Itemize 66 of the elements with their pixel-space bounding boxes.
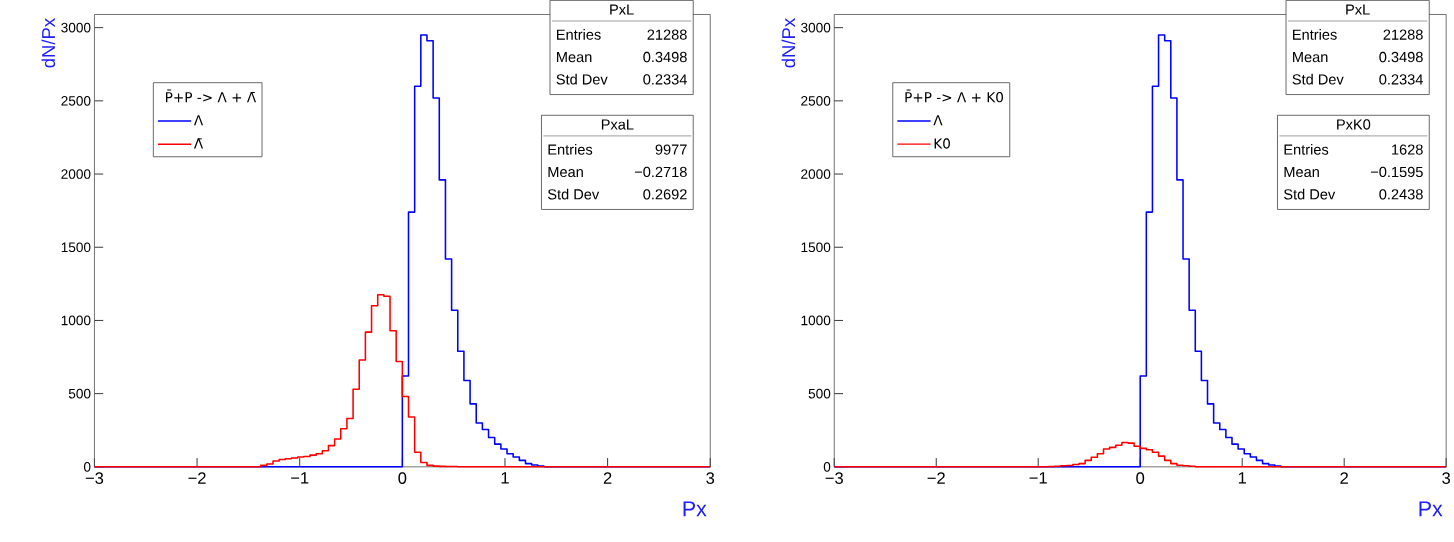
x-tick-label: −1 [1029, 472, 1047, 484]
y-tick-label: 2000 [61, 169, 91, 180]
annotation: 21288 [647, 29, 687, 41]
y-tick-label: 2000 [801, 169, 831, 180]
x-tick-label: −1 [291, 472, 309, 484]
y-tick-label: 500 [68, 389, 91, 399]
annotation: Std Dev [1283, 189, 1336, 200]
legend-label: Λ [193, 115, 204, 126]
legend-title: P̄+P -> Λ + Λ̄ [166, 89, 257, 103]
x-tick-label: 2 [1340, 472, 1348, 485]
y-tick-label: 1500 [801, 242, 831, 253]
x-tick-label: −2 [927, 472, 945, 485]
annotation: Std Dev [1292, 74, 1344, 85]
legend-label: Λ [933, 115, 943, 126]
legend-label: K0 [934, 138, 950, 149]
x-tick-label: 2 [603, 472, 612, 485]
annotation: Mean [548, 167, 583, 178]
y-tick-label: 3000 [61, 23, 91, 33]
annotation: 0.2334 [1379, 74, 1423, 85]
annotation: PxaL [601, 119, 634, 130]
annotation: 9977 [655, 144, 687, 155]
annotation: 0.2438 [1379, 189, 1423, 200]
annotation: Entries [548, 144, 593, 155]
annotation: Std Dev [556, 74, 608, 85]
annotation: 0.2692 [643, 189, 687, 200]
annotation: PxL [1346, 4, 1370, 15]
annotation: Entries [557, 29, 601, 41]
x-axis-title: Px [1419, 501, 1443, 517]
annotation: PxL [610, 4, 634, 15]
annotation: PxK0 [1337, 119, 1371, 130]
annotation: −0.2718 [634, 167, 687, 178]
y-tick-label: 1000 [801, 315, 831, 326]
annotation: Std Dev [547, 189, 600, 200]
y-tick-label: 2500 [61, 96, 91, 106]
x-tick-label: 0 [1136, 472, 1145, 485]
annotation: 21288 [1383, 29, 1423, 41]
annotation: 0.2334 [643, 74, 687, 85]
y-tick-label: 3000 [801, 23, 831, 33]
x-tick-label: 0 [398, 472, 407, 485]
annotation: Entries [1293, 29, 1337, 41]
y-tick-label: 0 [823, 462, 831, 472]
annotation: −0.1595 [1370, 167, 1423, 178]
legend-title: P̄+P -> Λ + K0 [905, 89, 1004, 103]
annotation: 1628 [1392, 144, 1423, 155]
y-tick-label: 0 [83, 462, 91, 472]
x-tick-label: −3 [85, 472, 104, 485]
annotation: 0.3498 [643, 52, 687, 63]
annotation: Mean [557, 52, 592, 63]
y-tick-label: 2500 [801, 96, 831, 106]
x-tick-label: 3 [1442, 472, 1451, 485]
x-tick-label: −3 [825, 472, 843, 485]
y-axis-title: dN/Px [781, 18, 796, 68]
y-tick-label: 1000 [61, 315, 91, 326]
y-axis-title: dN/Px [41, 18, 56, 68]
annotation: Mean [1284, 167, 1319, 178]
x-tick-label: 1 [1238, 472, 1246, 484]
y-tick-label: 500 [808, 389, 831, 399]
annotation: 0.3498 [1379, 52, 1423, 63]
x-tick-label: −2 [188, 472, 206, 485]
y-tick-label: 1500 [61, 242, 91, 253]
annotation: Entries [1284, 144, 1329, 155]
legend-label: Λ̄ [193, 138, 204, 149]
x-axis-title: Px [683, 501, 707, 517]
x-tick-label: 3 [706, 472, 715, 485]
annotation: Mean [1293, 52, 1328, 63]
x-tick-label: 1 [501, 472, 509, 484]
